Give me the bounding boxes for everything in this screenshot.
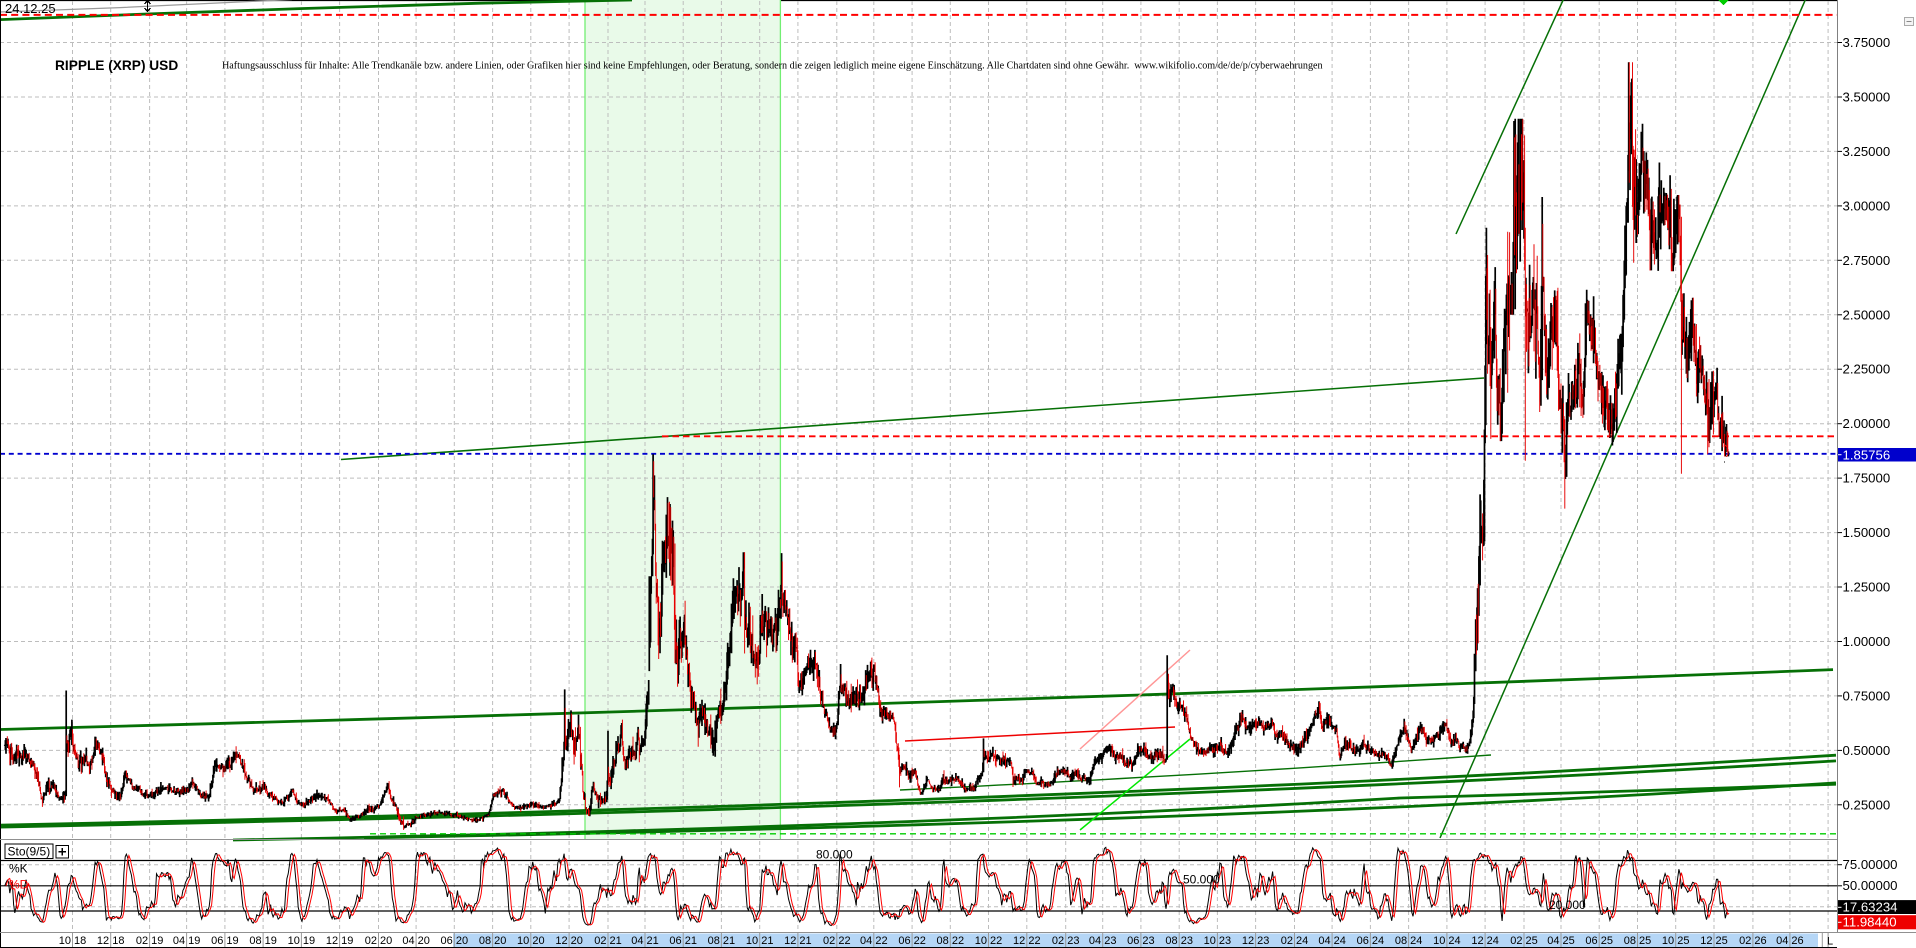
svg-text:08 19: 08 19: [249, 935, 277, 947]
svg-text:11.98440: 11.98440: [1843, 915, 1897, 930]
svg-text:2.75000: 2.75000: [1843, 253, 1891, 268]
svg-text:06 22: 06 22: [898, 935, 926, 947]
svg-text:10 22: 10 22: [975, 935, 1003, 947]
svg-text:02 25: 02 25: [1510, 935, 1538, 947]
svg-text:06 21: 06 21: [669, 935, 697, 947]
svg-text:04 21: 04 21: [631, 935, 659, 947]
svg-text:50.00000: 50.00000: [1843, 878, 1898, 893]
svg-text:06 24: 06 24: [1357, 935, 1385, 947]
svg-text:24.12.25: 24.12.25: [5, 1, 56, 16]
svg-text:2.50000: 2.50000: [1843, 307, 1891, 322]
svg-text:02 23: 02 23: [1052, 935, 1080, 947]
svg-text:75.00000: 75.00000: [1843, 857, 1898, 872]
svg-text:2.25000: 2.25000: [1843, 362, 1891, 377]
svg-text:02 22: 02 22: [823, 935, 851, 947]
svg-text:04 22: 04 22: [860, 935, 888, 947]
svg-text:Haftungsausschluss für Inhalte: Haftungsausschluss für Inhalte: Alle Tre…: [222, 61, 1323, 72]
svg-text:12 18: 12 18: [97, 935, 125, 947]
svg-text:06 20: 06 20: [441, 935, 469, 947]
svg-text:20.000: 20.000: [1549, 898, 1586, 912]
svg-text:10 24: 10 24: [1433, 935, 1461, 947]
svg-text:17.63234: 17.63234: [1843, 899, 1898, 914]
svg-text:10 18: 10 18: [59, 935, 87, 947]
svg-text:80.000: 80.000: [816, 847, 853, 861]
svg-text:04 23: 04 23: [1089, 935, 1117, 947]
svg-text:10 25: 10 25: [1662, 935, 1690, 947]
svg-text:06 23: 06 23: [1127, 935, 1155, 947]
svg-text:12 20: 12 20: [555, 935, 583, 947]
svg-text:12 21: 12 21: [784, 935, 812, 947]
svg-text:3.75000: 3.75000: [1843, 35, 1891, 50]
svg-text:10 23: 10 23: [1204, 935, 1232, 947]
svg-text:04 26: 04 26: [1776, 935, 1804, 947]
svg-text:08 20: 08 20: [479, 935, 507, 947]
svg-text:1.00000: 1.00000: [1843, 634, 1891, 649]
svg-text:Sto(9/5): Sto(9/5): [8, 845, 51, 859]
svg-text:0.75000: 0.75000: [1843, 688, 1891, 703]
svg-text:1.25000: 1.25000: [1843, 580, 1891, 595]
svg-text:12 19: 12 19: [326, 935, 354, 947]
svg-text:04 19: 04 19: [173, 935, 201, 947]
svg-text:08 23: 08 23: [1165, 935, 1193, 947]
svg-text:3.50000: 3.50000: [1843, 90, 1891, 105]
svg-text:12 22: 12 22: [1013, 935, 1041, 947]
svg-text:0.50000: 0.50000: [1843, 743, 1891, 758]
svg-text:10 21: 10 21: [746, 935, 774, 947]
svg-text:06 25: 06 25: [1585, 935, 1613, 947]
svg-text:3.25000: 3.25000: [1843, 144, 1891, 159]
svg-text:08 22: 08 22: [937, 935, 965, 947]
svg-text:04 20: 04 20: [402, 935, 430, 947]
svg-text:%D: %D: [9, 878, 29, 892]
svg-text:02 26: 02 26: [1739, 935, 1767, 947]
svg-text:08 24: 08 24: [1395, 935, 1423, 947]
svg-text:02 21: 02 21: [594, 935, 622, 947]
svg-text:08 25: 08 25: [1624, 935, 1652, 947]
svg-text:L: L: [1827, 936, 1833, 948]
svg-text:3.00000: 3.00000: [1843, 198, 1891, 213]
svg-text:10 19: 10 19: [288, 935, 316, 947]
svg-text:02 20: 02 20: [365, 935, 393, 947]
svg-text:12 24: 12 24: [1471, 935, 1499, 947]
svg-text:50.000: 50.000: [1183, 872, 1220, 886]
svg-text:2.00000: 2.00000: [1843, 416, 1891, 431]
svg-text:02 24: 02 24: [1281, 935, 1309, 947]
svg-text:04 25: 04 25: [1547, 935, 1575, 947]
svg-text:12 23: 12 23: [1242, 935, 1270, 947]
svg-text:0.25000: 0.25000: [1843, 797, 1891, 812]
svg-text:04 24: 04 24: [1318, 935, 1346, 947]
svg-text:%K: %K: [9, 862, 28, 876]
svg-text:1.75000: 1.75000: [1843, 471, 1891, 486]
svg-text:RIPPLE (XRP) USD: RIPPLE (XRP) USD: [55, 58, 178, 73]
svg-text:1.50000: 1.50000: [1843, 525, 1891, 540]
svg-text:06 19: 06 19: [211, 935, 239, 947]
svg-text:08 21: 08 21: [708, 935, 736, 947]
svg-text:12 25: 12 25: [1700, 935, 1728, 947]
svg-text:10 20: 10 20: [517, 935, 545, 947]
svg-text:1.85756: 1.85756: [1843, 447, 1891, 462]
svg-text:02 19: 02 19: [136, 935, 164, 947]
